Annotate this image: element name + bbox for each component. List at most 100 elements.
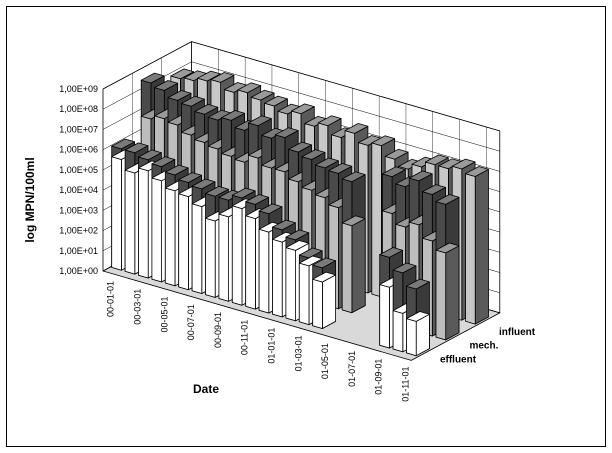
chart-labels: log MPN/100ml Date 1,00E+00 1,00E+01 1,00E…	[23, 84, 536, 402]
bar-0-15	[312, 271, 337, 329]
bar-0-7-front	[205, 217, 216, 298]
bar-0-1-front	[124, 169, 136, 275]
bar-1-12-upper-top	[301, 149, 326, 160]
bar-0-13-front	[285, 247, 297, 322]
bar-0-15-upper-top	[312, 257, 337, 269]
bar-0-21-front	[392, 310, 404, 353]
bar-0-3-front	[151, 177, 163, 283]
y-axis-title: log MPN/100ml	[23, 157, 37, 242]
x-tick-label: 00-11-01	[240, 320, 250, 355]
bar-1-6-upper-top	[221, 110, 246, 121]
bar-1-4-upper-top	[194, 104, 219, 115]
bar-2-3-top	[210, 72, 235, 83]
bar-2-22-front	[465, 173, 476, 325]
bar-2-21-top	[451, 158, 476, 170]
bar-0-15-side	[321, 274, 337, 329]
bar-1-22-side	[445, 245, 460, 341]
y-tick-label: 1,00E+05	[59, 165, 98, 175]
bar-0-10-upper-top	[245, 194, 270, 205]
bar-0-10-front	[245, 215, 256, 310]
bar-0-11-upper-top	[258, 203, 283, 215]
bar-1-21-upper-top	[422, 184, 447, 195]
bar-2-5-top	[237, 82, 262, 94]
bar-1-14-upper-top	[328, 162, 353, 174]
x-tick-label: 00-05-01	[159, 296, 169, 332]
bar-0-14-top	[298, 255, 323, 267]
bar-0-22-upper-top	[406, 278, 430, 290]
bar-1-22-top	[435, 242, 460, 254]
bar-0-4-front	[164, 187, 176, 287]
bar-2-19-top	[424, 154, 449, 166]
bar-0-11-front	[258, 228, 270, 314]
x-tick-label: 01-03-01	[293, 335, 303, 371]
bar-0-20-upper-top	[379, 247, 404, 258]
y-tick-label: 1,00E+07	[59, 124, 98, 134]
x-tick-label: 00-07-01	[186, 304, 196, 340]
x-tick-label: 01-09-01	[374, 359, 384, 395]
bar-0-9-upper-top	[231, 187, 256, 199]
bar-0-12-upper-top	[272, 219, 296, 231]
x-tick-label: 00-01-01	[106, 281, 116, 317]
y-tick-label: 1,00E+01	[59, 246, 98, 256]
bar-2-9-top	[290, 103, 315, 115]
bar-2-22	[465, 166, 489, 325]
bar-2-16-top	[384, 148, 409, 160]
bar-0-4-upper-top	[164, 164, 189, 176]
bar-2-0-top	[170, 68, 195, 80]
bar-0-22-front	[406, 318, 417, 357]
bar-0-14-front	[298, 262, 310, 326]
bar-0-20-front	[379, 284, 390, 349]
bar-2-6-top	[250, 89, 275, 101]
bar-1-20-upper-top	[408, 170, 433, 182]
x-tick-label: 01-07-01	[347, 351, 357, 387]
bar-1-1-upper-top	[154, 80, 179, 91]
bar-0-3-upper-top	[151, 156, 176, 168]
bar-0-13-top	[285, 240, 310, 251]
x-tick-label: 01-11-01	[401, 366, 411, 401]
y-tick-label: 1,00E+04	[59, 185, 98, 195]
bar-1-11-upper-top	[288, 141, 313, 153]
bar-0-5-front	[178, 193, 189, 291]
bar-2-15-top	[371, 135, 396, 147]
bar-1-2-upper-top	[167, 90, 192, 101]
bar-1-18-upper-top	[381, 166, 406, 178]
bar-0-1-upper-top	[124, 142, 149, 154]
bar-0-15-top	[312, 271, 337, 283]
y-tick-label: 1,00E+03	[59, 205, 98, 215]
bar-0-8-front	[218, 213, 230, 302]
series-label-2: influent	[499, 327, 536, 338]
chart-bars	[111, 68, 489, 357]
bar-1-15	[341, 215, 366, 314]
x-axis-title: Date	[193, 382, 219, 396]
bar-0-22-top	[406, 311, 430, 322]
bar-0-6-front	[191, 203, 203, 294]
bar-1-8-upper-top	[247, 115, 272, 127]
bar-0-0-front	[111, 156, 122, 271]
series-label-0: effluent	[440, 354, 477, 365]
bar-1-0-upper-top	[140, 72, 165, 84]
y-tick-label: 1,00E+02	[59, 226, 98, 236]
bar-2-2-top	[197, 70, 221, 82]
x-tick-label: 00-09-01	[213, 312, 223, 348]
bar-0-2-upper-top	[138, 149, 162, 161]
bar-2-7-top	[264, 95, 288, 107]
y-tick-label: 1,00E+06	[59, 145, 98, 155]
bar-1-22	[435, 242, 460, 341]
bar-0-5-upper-top	[178, 172, 203, 183]
bar-0-2-front	[138, 167, 149, 279]
x-tick-label: 01-01-01	[267, 328, 277, 364]
bar-0-14-upper-top	[298, 247, 323, 259]
bar-0-15-front	[312, 278, 323, 329]
bar-2-22-side	[474, 168, 489, 325]
x-tick-label: 00-03-01	[133, 289, 143, 325]
bar-1-15-top	[341, 215, 366, 227]
bar-0-13-upper-top	[285, 229, 310, 241]
bar-2-13-top	[344, 123, 369, 134]
y-tick-label: 1,00E+09	[59, 84, 98, 94]
bar-2-11-top	[317, 115, 342, 127]
bar-1-3-upper-top	[180, 95, 205, 107]
y-tick-label: 1,00E+08	[59, 104, 98, 114]
bar-0-6-upper-top	[191, 178, 216, 190]
bar-1-15-upper-top	[341, 171, 366, 183]
